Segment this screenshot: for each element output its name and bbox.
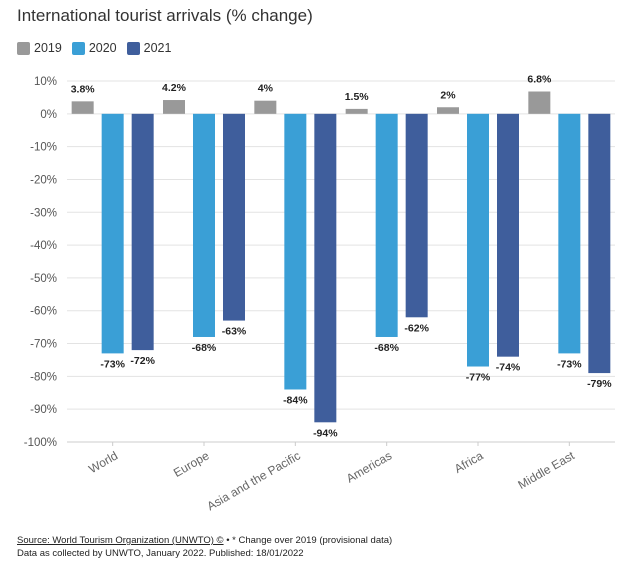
- x-category-label: Africa: [452, 448, 486, 476]
- data-label: -73%: [557, 358, 582, 370]
- x-category-label: Europe: [171, 448, 212, 480]
- legend-item-2021[interactable]: 2021: [126, 41, 172, 55]
- footer-source-note: • * Change over 2019 (provisional data): [223, 535, 393, 546]
- y-tick-label: -20%: [30, 174, 57, 186]
- x-category-label: Middle East: [516, 448, 578, 492]
- legend-label-2021: 2021: [143, 41, 172, 55]
- bar-2020: [193, 113, 215, 337]
- data-label: 3.8%: [71, 83, 96, 95]
- data-label: -73%: [100, 358, 125, 370]
- chart-legend: 2019 2020 2021: [17, 41, 181, 55]
- bar-chart: 10% 0% -10% -20% -30% -40% -50% -60% -70% -80% -90…: [24, 74, 615, 513]
- data-label: 4.2%: [162, 82, 187, 94]
- bar-2020: [558, 113, 581, 354]
- bar-2020: [101, 113, 124, 354]
- footer-publication-line: Data as collected by UNWTO, January 2022…: [17, 548, 304, 559]
- data-label: -72%: [130, 355, 155, 367]
- bar-2019: [437, 107, 459, 114]
- y-tick-label: -30%: [30, 207, 57, 219]
- legend-swatch-2021: [126, 41, 140, 55]
- data-label: -79%: [587, 378, 612, 390]
- data-label: -84%: [283, 394, 308, 406]
- legend-swatch-2019: [17, 41, 30, 55]
- bar-2021: [223, 113, 245, 321]
- data-label: 6.8%: [527, 74, 552, 86]
- bar-2019: [71, 101, 94, 114]
- bar-2021: [588, 113, 611, 374]
- y-tick-label: -60%: [30, 306, 57, 318]
- data-label: 1.5%: [345, 91, 370, 103]
- chart-footer: Source: World Tourism Organization (UNWT…: [17, 534, 392, 560]
- x-category-label: World: [86, 448, 120, 476]
- bar-2021: [131, 113, 154, 351]
- x-category-label: Asia and the Pacific: [205, 448, 303, 513]
- data-label: -94%: [313, 427, 338, 439]
- bar-2019: [345, 108, 368, 114]
- data-label: -74%: [496, 362, 521, 374]
- source-link[interactable]: Source: World Tourism Organization (UNWT…: [17, 535, 224, 546]
- data-label: 4%: [258, 83, 274, 95]
- y-tick-label: -40%: [30, 240, 57, 252]
- bar-2019: [254, 100, 277, 114]
- y-tick-label: 0%: [40, 109, 57, 121]
- legend-item-2019[interactable]: 2019: [17, 41, 62, 55]
- data-label: -77%: [466, 372, 491, 384]
- data-label: -68%: [374, 342, 399, 354]
- y-tick-label: -100%: [24, 437, 57, 449]
- legend-swatch-2020: [71, 41, 85, 55]
- y-tick-label: -90%: [30, 404, 57, 416]
- bar-2020: [284, 113, 307, 390]
- bar-2019: [528, 91, 551, 114]
- y-tick-label: -10%: [30, 142, 57, 154]
- y-tick-label: -70%: [30, 339, 57, 351]
- bar-2021: [497, 113, 519, 357]
- bar-2021: [314, 113, 337, 423]
- bar-2021: [405, 113, 428, 318]
- data-label: 2%: [440, 89, 456, 101]
- y-tick-label: 10%: [34, 76, 57, 88]
- legend-label-2019: 2019: [34, 41, 62, 55]
- data-label: -63%: [222, 326, 247, 338]
- chart-title: International tourist arrivals (% change…: [17, 6, 313, 25]
- legend-item-2020[interactable]: 2020: [71, 41, 117, 55]
- legend-label-2020: 2020: [88, 41, 117, 55]
- data-label: -62%: [404, 322, 429, 334]
- bar-2019: [163, 100, 185, 114]
- x-category-label: Americas: [344, 448, 394, 485]
- bar-2020: [375, 113, 398, 337]
- y-tick-label: -80%: [30, 371, 57, 383]
- data-label: -68%: [192, 342, 217, 354]
- y-tick-label: -50%: [30, 273, 57, 285]
- footer-source-line: Source: World Tourism Organization (UNWT…: [17, 534, 392, 547]
- bar-2020: [467, 113, 489, 367]
